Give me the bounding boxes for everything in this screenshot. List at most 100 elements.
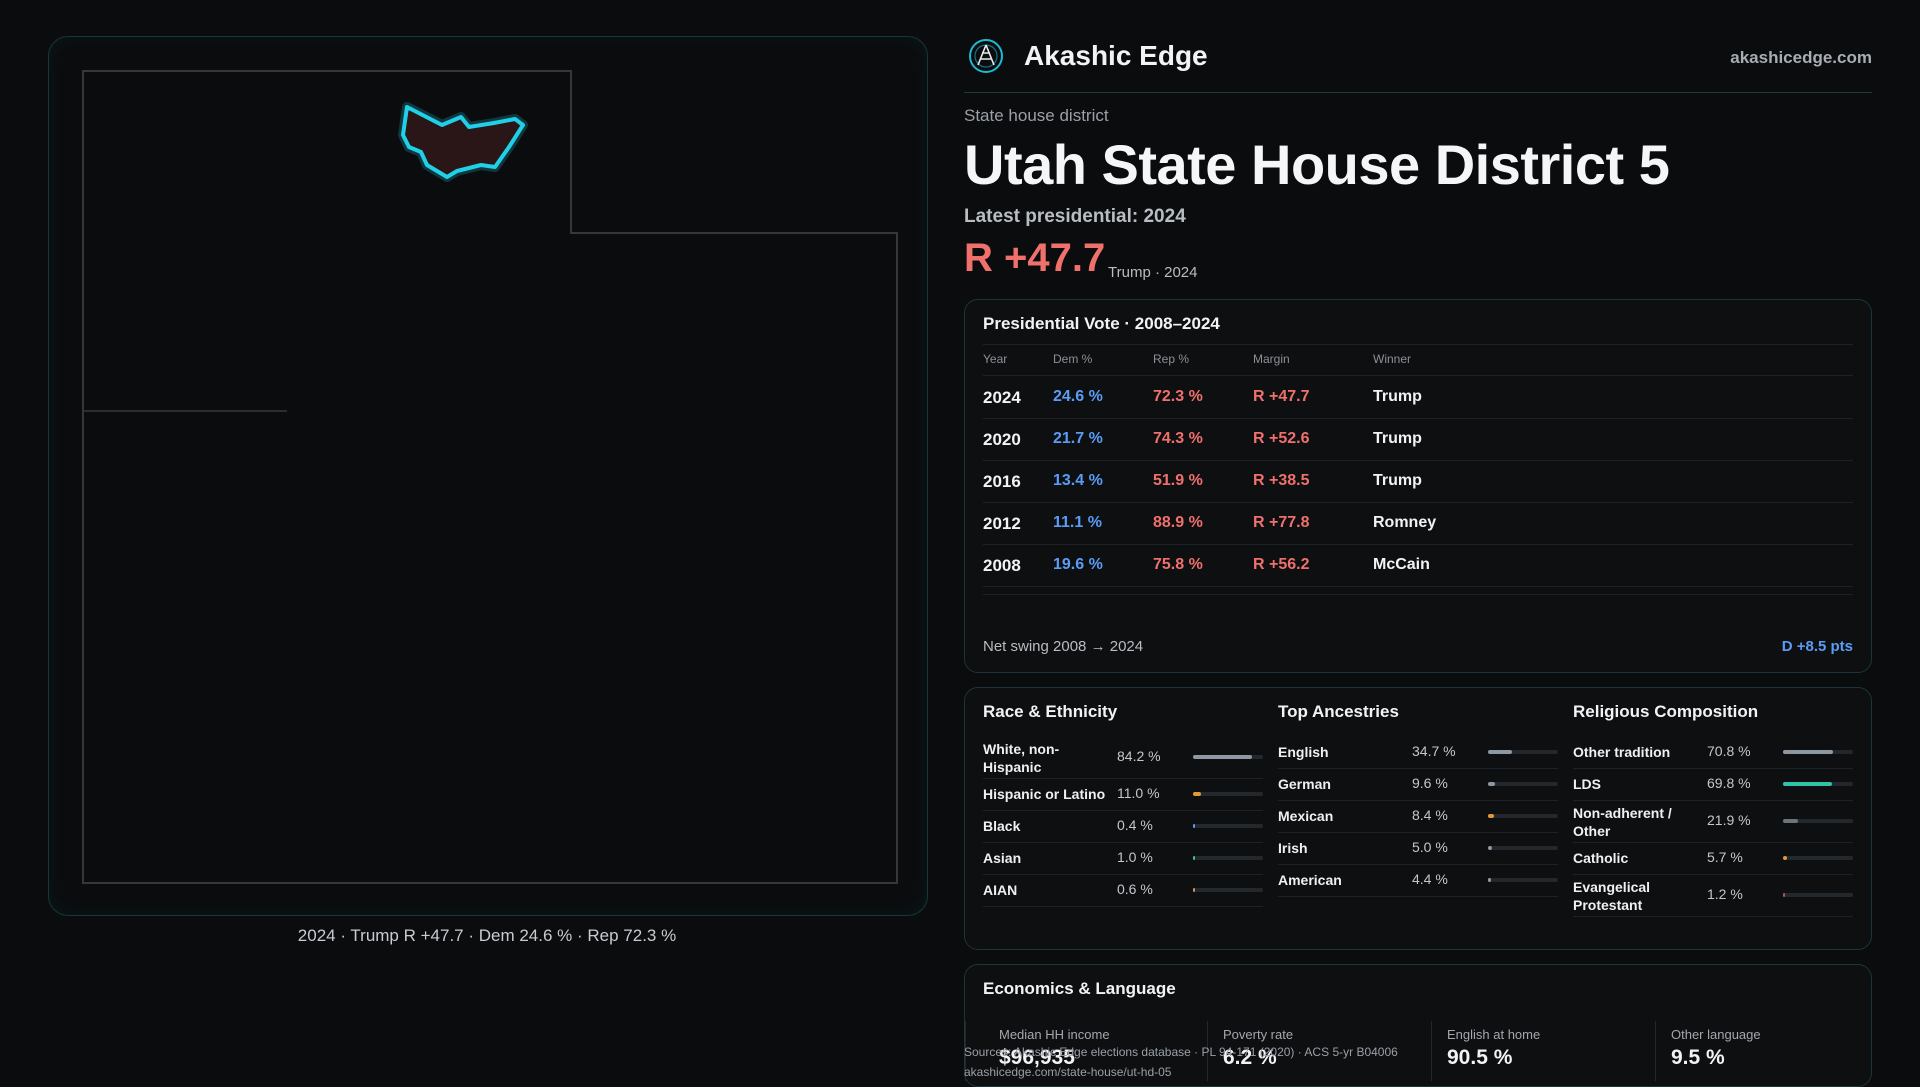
col-header-margin: Margin xyxy=(1253,352,1290,366)
demographic-bar-fill xyxy=(1488,750,1513,754)
col-header-winner: Winner xyxy=(1373,352,1412,366)
other-language-stat: Other language 9.5 % xyxy=(1671,1027,1881,1070)
divider xyxy=(983,502,1853,503)
demographic-label: Other tradition xyxy=(1573,744,1671,760)
row-rep: 75.8 % xyxy=(1153,556,1203,573)
table-row: 2012 11.1 % 88.9 % R +77.8 Romney xyxy=(965,502,1871,544)
demographic-bar xyxy=(1193,755,1263,759)
demographic-bar-fill xyxy=(1488,782,1495,786)
demographic-bar xyxy=(1193,792,1263,796)
demographic-label: White, non-Hispanic xyxy=(983,741,1060,775)
row-dem: 21.7 % xyxy=(1053,430,1103,447)
district-map-panel[interactable] xyxy=(48,36,928,916)
demographic-value: 1.0 % xyxy=(1117,849,1153,865)
demographic-value: 69.8 % xyxy=(1707,775,1751,791)
net-swing-label: Net swing 2008 → 2024 xyxy=(983,638,1144,655)
stat-value: 6.2 % xyxy=(1223,1046,1277,1069)
demographic-label: Non-adherent / Other xyxy=(1573,805,1672,839)
demographic-bar xyxy=(1193,856,1263,860)
demographic-value: 1.2 % xyxy=(1707,886,1743,902)
demographic-row: Catholic 5.7 % xyxy=(1573,842,1853,875)
row-rep: 88.9 % xyxy=(1153,514,1203,531)
row-winner: Romney xyxy=(1373,514,1437,531)
stat-label: Other language xyxy=(1671,1027,1761,1042)
demographic-value: 5.0 % xyxy=(1412,839,1448,855)
demographic-bar-fill xyxy=(1783,782,1832,786)
divider xyxy=(965,1021,966,1081)
demographic-bar-fill xyxy=(1193,755,1252,759)
demographic-value: 34.7 % xyxy=(1412,743,1456,759)
religion-title: Religious Composition xyxy=(1573,702,1759,721)
demographic-bar xyxy=(1783,782,1853,786)
divider xyxy=(1207,1021,1208,1081)
demographic-bar-fill xyxy=(1783,856,1787,860)
row-year: 2020 xyxy=(983,430,1021,449)
divider xyxy=(983,586,1853,587)
demographic-row: Mexican 8.4 % xyxy=(1278,800,1558,833)
row-dem: 24.6 % xyxy=(1053,388,1103,405)
row-margin: R +77.8 xyxy=(1253,514,1310,531)
demographic-label: AIAN xyxy=(983,882,1018,898)
row-winner: McCain xyxy=(1373,556,1430,573)
demographic-bar-fill xyxy=(1783,819,1799,823)
demographic-label: Catholic xyxy=(1573,850,1629,866)
divider xyxy=(1655,1021,1656,1081)
demographic-row: Other tradition 70.8 % xyxy=(1573,736,1853,769)
col-header-year: Year xyxy=(983,352,1008,366)
row-winner: Trump xyxy=(1373,430,1422,447)
demographic-row: Hispanic or Latino 11.0 % xyxy=(983,778,1263,811)
permalink[interactable]: akashicedge.com/state-house/ut-hd-05 xyxy=(964,1065,1172,1079)
demographic-bar-fill xyxy=(1193,792,1201,796)
stat-value: 9.5 % xyxy=(1671,1046,1725,1069)
demographic-label: Hispanic or Latino xyxy=(983,786,1106,802)
ancestries-section: Top Ancestries English 34.7 % German 9.6 % M… xyxy=(1278,688,1558,949)
demographic-row: AIAN 0.6 % xyxy=(983,874,1263,907)
demographic-row: English 34.7 % xyxy=(1278,736,1558,769)
poverty-rate-stat: Poverty rate 6.2 % xyxy=(1223,1027,1433,1070)
demographic-label: Mexican xyxy=(1278,808,1334,824)
row-rep: 74.3 % xyxy=(1153,430,1203,447)
sources-footer: Sources: Akashic Edge elections database… xyxy=(964,1042,1398,1082)
row-year: 2024 xyxy=(983,388,1021,407)
demographic-label: Irish xyxy=(1278,840,1308,856)
stat-value: $96,935 xyxy=(999,1046,1075,1069)
table-row: 2020 21.7 % 74.3 % R +52.6 Trump xyxy=(965,418,1871,460)
demographic-bar-fill xyxy=(1193,824,1195,828)
page-title: Utah State House District 5 xyxy=(964,133,1670,196)
demographic-bar-fill xyxy=(1783,750,1833,754)
demographic-label: German xyxy=(1278,776,1331,792)
demographic-value: 5.7 % xyxy=(1707,849,1743,865)
race-ethnicity-section: Race & Ethnicity White, non-Hispanic 84.2… xyxy=(983,688,1263,949)
ancestries-title: Top Ancestries xyxy=(1278,702,1399,721)
latest-presidential-label: Latest presidential: 2024 xyxy=(964,206,1186,227)
table-row: 2024 24.6 % 72.3 % R +47.7 Trump xyxy=(965,376,1871,418)
row-dem: 13.4 % xyxy=(1053,472,1103,489)
map-caption: 2024 · Trump R +47.7 · Dem 24.6 % · Rep … xyxy=(297,926,677,945)
demographic-bar-fill xyxy=(1488,814,1494,818)
demographics-card: Race & Ethnicity White, non-Hispanic 84.2… xyxy=(964,687,1872,950)
table-row: 2008 19.6 % 75.8 % R +56.2 McCain xyxy=(965,544,1871,586)
demographic-label: American xyxy=(1278,872,1342,888)
net-swing-value: D +8.5 pts xyxy=(1781,638,1853,655)
demographic-bar xyxy=(1488,814,1558,818)
latest-margin-value: R +47.7 xyxy=(964,236,1106,280)
divider xyxy=(1431,1021,1432,1081)
row-rep: 51.9 % xyxy=(1153,472,1203,489)
demographic-bar xyxy=(1488,782,1558,786)
row-year: 2008 xyxy=(983,556,1021,575)
brand-name: Akashic Edge xyxy=(1024,40,1208,71)
demographic-row: American 4.4 % xyxy=(1278,864,1558,897)
brand-url-link[interactable]: akashicedge.com xyxy=(1730,48,1872,67)
demographic-label: Black xyxy=(983,818,1021,834)
demographic-bar xyxy=(1783,856,1853,860)
stat-label: Poverty rate xyxy=(1223,1027,1294,1042)
demographic-bar xyxy=(1783,893,1853,897)
demographic-bar xyxy=(1193,824,1263,828)
demographic-bar-fill xyxy=(1193,888,1195,892)
demographic-row: Evangelical Protestant 1.2 % xyxy=(1573,874,1853,917)
demographic-bar-fill xyxy=(1193,856,1195,860)
demographic-value: 0.4 % xyxy=(1117,817,1153,833)
demographic-row: Black 0.4 % xyxy=(983,810,1263,843)
demographic-value: 9.6 % xyxy=(1412,775,1448,791)
demographic-row: White, non-Hispanic 84.2 % xyxy=(983,736,1263,779)
